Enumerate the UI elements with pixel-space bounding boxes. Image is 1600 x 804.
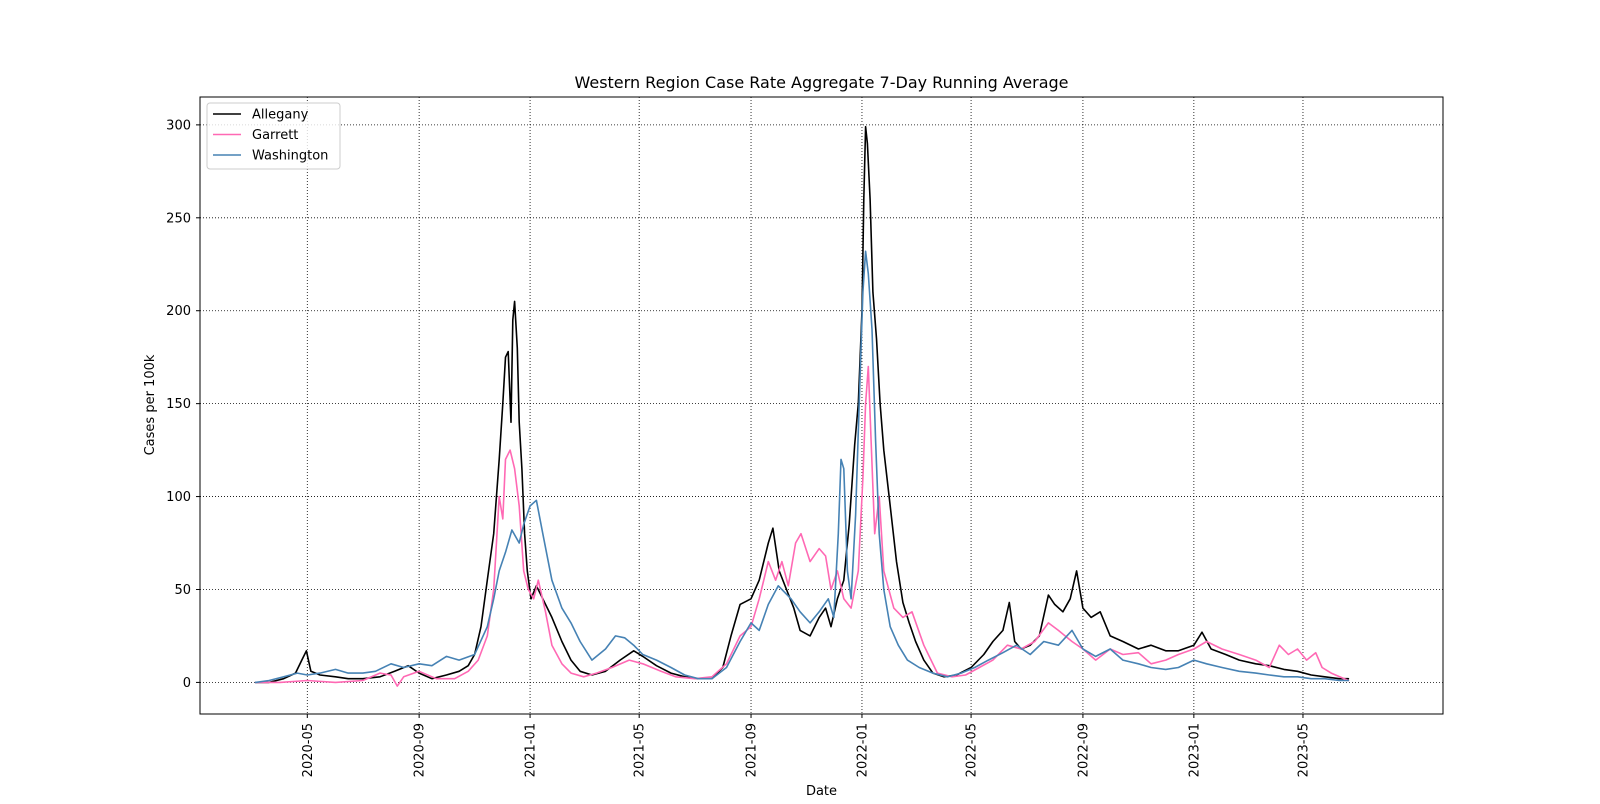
legend-label-washington: Washington	[252, 149, 328, 164]
x-tick-label: 2023-05	[1296, 723, 1311, 777]
x-tick-label: 2020-05	[301, 723, 316, 777]
x-tick-label: 2022-05	[965, 723, 980, 777]
x-axis-label: Date	[806, 784, 837, 799]
y-tick-label: 50	[174, 583, 191, 598]
y-axis-label: Cases per 100k	[143, 354, 158, 455]
x-tick-label: 2023-01	[1187, 723, 1202, 777]
y-tick-label: 200	[166, 304, 191, 319]
x-tick-label: 2021-01	[524, 723, 539, 777]
axis-ticks: 0 50 100 150 200 250 300 2020-05 2020-09 2021-01 2…	[166, 118, 1311, 777]
series-line-allegany	[254, 125, 1350, 684]
plot-frame	[199, 96, 1444, 715]
legend-label-allegany: Allegany	[252, 108, 309, 123]
x-tick-label: 2021-09	[745, 723, 760, 777]
chart-title: Western Region Case Rate Aggregate 7-Day…	[574, 73, 1068, 92]
y-tick-label: 250	[166, 211, 191, 226]
x-tick-label: 2020-09	[413, 723, 428, 777]
y-tick-label: 100	[166, 490, 191, 505]
x-tick-label: 2021-05	[633, 723, 648, 777]
y-tick-label: 0	[183, 676, 191, 691]
legend-box	[206, 102, 341, 170]
y-tick-label: 150	[166, 397, 191, 412]
legend: Allegany Garrett Washington	[206, 102, 341, 170]
y-tick-label: 300	[166, 118, 191, 133]
series-line-washington	[254, 250, 1350, 684]
x-tick-label: 2022-09	[1076, 723, 1091, 777]
series-line-garrett	[254, 365, 1350, 687]
x-tick-label: 2022-01	[855, 723, 870, 777]
legend-label-garrett: Garrett	[252, 128, 298, 143]
grid-lines	[200, 97, 1443, 714]
data-series	[254, 125, 1350, 687]
